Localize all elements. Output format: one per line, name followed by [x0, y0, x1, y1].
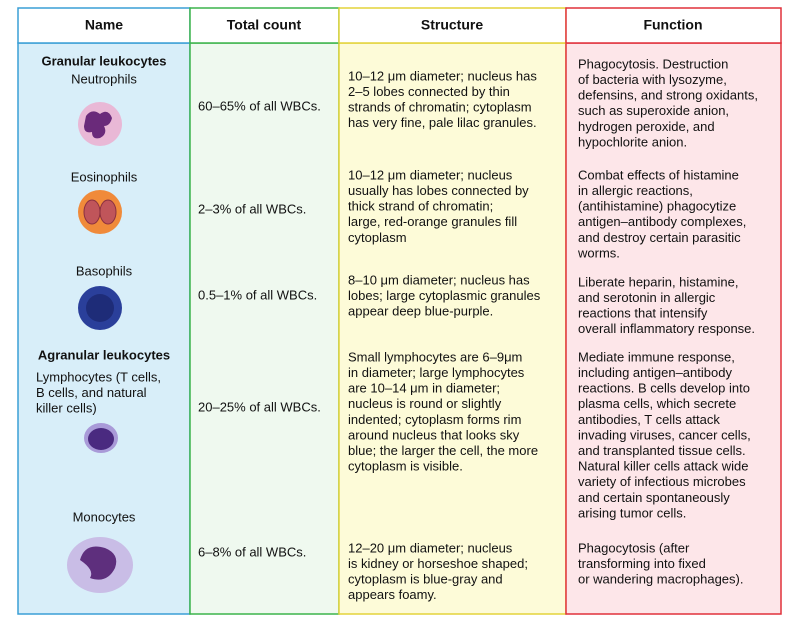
count: 2–3% of all WBCs. — [198, 201, 306, 216]
function-line: Liberate heparin, histamine, — [578, 274, 738, 289]
neutrophil-image — [78, 102, 122, 146]
function-line: hydrogen peroxide, and — [578, 119, 715, 134]
header: Function — [643, 17, 702, 33]
structure-line: Small lymphocytes are 6–9μm — [348, 349, 522, 364]
cell-name: Basophils — [76, 263, 133, 278]
function-line: Natural killer cells attack wide — [578, 459, 749, 474]
function-line: reactions. B cells develop into — [578, 381, 750, 396]
structure-line: large, red-orange granules fill — [348, 214, 517, 229]
cell-name: Monocytes — [73, 509, 136, 524]
function-line: antigen–antibody complexes, — [578, 214, 746, 229]
function-line: hypochlorite anion. — [578, 134, 687, 149]
structure-line: around nucleus that looks sky — [348, 427, 520, 442]
function-line: antibodies, T cells attack — [578, 412, 720, 427]
cell-name: Eosinophils — [71, 169, 138, 184]
header-cell — [189, 7, 340, 44]
structure-column — [338, 42, 567, 615]
count: 6–8% of all WBCs. — [198, 544, 306, 559]
function-line: Phagocytosis. Destruction — [578, 56, 728, 71]
cell-name: B cells, and natural — [36, 385, 147, 400]
count: 0.5–1% of all WBCs. — [198, 287, 317, 302]
function-line: and destroy certain parasitic — [578, 230, 741, 245]
function-line: overall inflammatory response. — [578, 321, 755, 336]
structure-line: 2–5 lobes connected by thin — [348, 84, 510, 99]
function-line: and transplanted tissue cells. — [578, 443, 746, 458]
count: 20–25% of all WBCs. — [198, 399, 321, 414]
structure-line: lobes; large cytoplasmic granules — [348, 288, 541, 303]
function-line: reactions that intensify — [578, 306, 708, 321]
header: Structure — [421, 17, 483, 33]
structure-line: thick strand of chromatin; — [348, 199, 493, 214]
structure-line: nucleus is round or slightly — [348, 396, 502, 411]
function-line: transforming into fixed — [578, 556, 706, 571]
structure-line: is kidney or horseshoe shaped; — [348, 556, 528, 571]
function-line: of bacteria with lysozyme, — [578, 72, 727, 87]
header-cell — [338, 7, 567, 44]
header-cell — [565, 7, 782, 44]
count: 60–65% of all WBCs. — [198, 98, 321, 113]
function-line: or wandering macrophages). — [578, 572, 743, 587]
function-line: invading viruses, cancer cells, — [578, 427, 751, 442]
function-line: Phagocytosis (after — [578, 540, 690, 555]
function-line: arising tumor cells. — [578, 505, 686, 520]
structure-line: blue; the larger the cell, the more — [348, 443, 538, 458]
function-line: including antigen–antibody — [578, 365, 732, 380]
header: Total count — [227, 17, 302, 33]
structure-line: appears foamy. — [348, 587, 437, 602]
structure-line: 10–12 μm diameter; nucleus — [348, 167, 513, 182]
eosinophil-image — [78, 190, 122, 234]
function-line: defensins, and strong oxidants, — [578, 88, 758, 103]
structure-line: 12–20 μm diameter; nucleus — [348, 540, 513, 555]
structure-line: indented; cytoplasm forms rim — [348, 412, 521, 427]
monocyte-image — [67, 537, 133, 593]
structure-line: in diameter; large lymphocytes — [348, 365, 525, 380]
function-line: Mediate immune response, — [578, 349, 735, 364]
cell-name: Neutrophils — [71, 71, 137, 86]
structure-line: has very fine, pale lilac granules. — [348, 115, 537, 130]
function-line: worms. — [577, 245, 620, 260]
count-column — [189, 42, 340, 615]
structure-line: strands of chromatin; cytoplasm — [348, 100, 532, 115]
header: Name — [85, 17, 123, 33]
basophil-image — [78, 286, 122, 330]
structure-line: cytoplasm is visible. — [348, 459, 463, 474]
function-line: in allergic reactions, — [578, 183, 693, 198]
structure-line: usually has lobes connected by — [348, 183, 529, 198]
function-line: and certain spontaneously — [578, 490, 730, 505]
structure-line: are 10–14 μm in diameter; — [348, 381, 500, 396]
group-title: Granular leukocytes — [42, 53, 167, 68]
function-line: (antihistamine) phagocytize — [578, 199, 736, 214]
cell-name: killer cells) — [36, 401, 97, 416]
lymphocyte-image — [84, 423, 118, 453]
structure-line: cytoplasm — [348, 230, 407, 245]
function-line: and serotonin in allergic — [578, 290, 716, 305]
group-title: Agranular leukocytes — [38, 347, 170, 362]
cell-name: Lymphocytes (T cells, — [36, 369, 161, 384]
structure-line: cytoplasm is blue-gray and — [348, 572, 503, 587]
structure-line: 8–10 μm diameter; nucleus has — [348, 272, 530, 287]
function-line: Combat effects of histamine — [578, 167, 739, 182]
function-line: such as superoxide anion, — [578, 103, 729, 118]
structure-line: 10–12 μm diameter; nucleus has — [348, 68, 537, 83]
function-line: variety of infectious microbes — [578, 474, 746, 489]
structure-line: appear deep blue-purple. — [348, 304, 493, 319]
function-line: plasma cells, which secrete — [578, 396, 736, 411]
